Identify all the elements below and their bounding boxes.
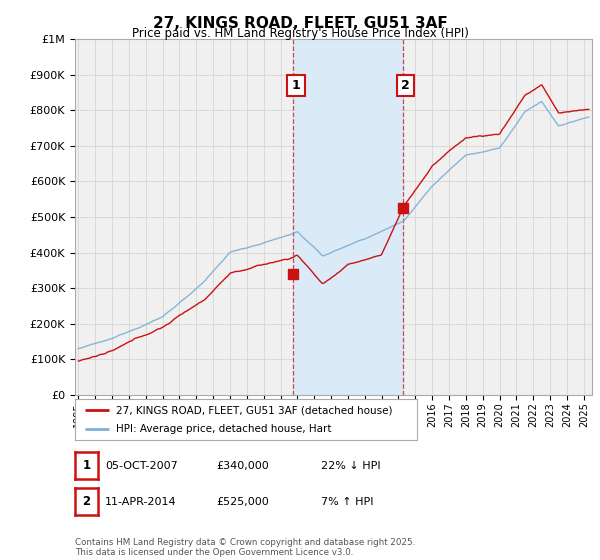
Text: 1: 1 (82, 459, 91, 473)
Text: £340,000: £340,000 (216, 461, 269, 471)
Text: 05-OCT-2007: 05-OCT-2007 (105, 461, 178, 471)
Text: 11-APR-2014: 11-APR-2014 (105, 497, 176, 507)
Text: 1: 1 (292, 79, 300, 92)
Text: £525,000: £525,000 (216, 497, 269, 507)
Bar (293, 39, 403, 395)
Text: Price paid vs. HM Land Registry's House Price Index (HPI): Price paid vs. HM Land Registry's House … (131, 27, 469, 40)
Text: 7% ↑ HPI: 7% ↑ HPI (321, 497, 373, 507)
Text: 22% ↓ HPI: 22% ↓ HPI (321, 461, 380, 471)
Text: 27, KINGS ROAD, FLEET, GU51 3AF (detached house): 27, KINGS ROAD, FLEET, GU51 3AF (detache… (116, 405, 392, 415)
Text: Contains HM Land Registry data © Crown copyright and database right 2025.
This d: Contains HM Land Registry data © Crown c… (75, 538, 415, 557)
Text: HPI: Average price, detached house, Hart: HPI: Average price, detached house, Hart (116, 424, 332, 434)
Text: 27, KINGS ROAD, FLEET, GU51 3AF: 27, KINGS ROAD, FLEET, GU51 3AF (152, 16, 448, 31)
Text: 2: 2 (401, 79, 410, 92)
Text: 2: 2 (82, 495, 91, 508)
